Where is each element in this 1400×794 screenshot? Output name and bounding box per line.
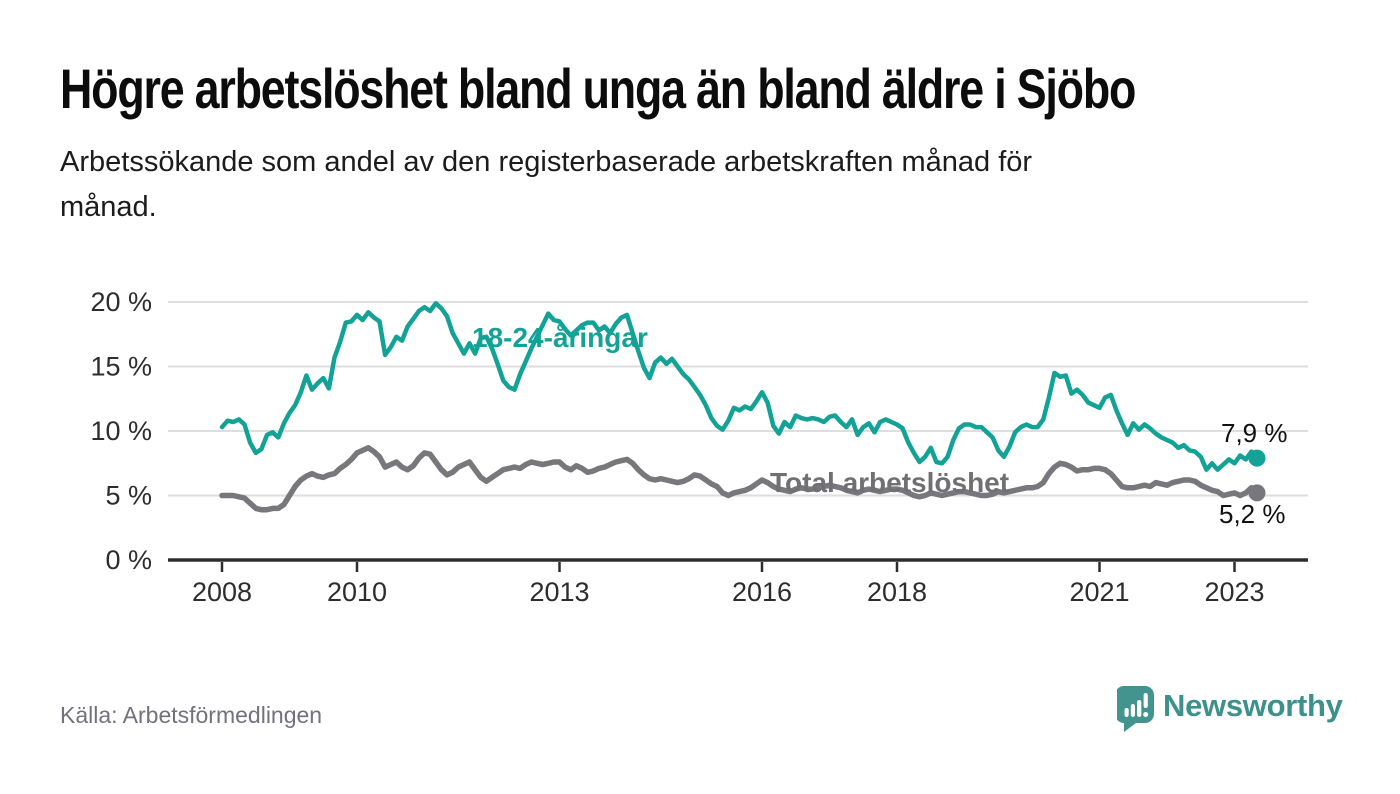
y-axis-tick-label: 5 % [105,481,152,511]
x-axis-tick-label: 2021 [1069,577,1129,607]
x-axis-tick-label: 2018 [867,577,927,607]
y-axis-tick-label: 0 % [105,545,152,575]
x-axis-tick-label: 2023 [1204,577,1264,607]
total-unemployment-line [219,445,1260,513]
youth-unemployment-line [219,301,1260,472]
y-axis-tick-label: 15 % [90,352,152,382]
y-axis-tick-label: 10 % [90,416,152,446]
total-end-dot [1248,484,1266,502]
chart-subtitle: Arbetssökande som andel av den registerb… [60,146,1033,223]
series-label-total: Total arbetslöshet [770,467,1010,498]
y-axis-tick-label: 20 % [90,287,152,317]
x-axis-tick-label: 2010 [327,577,387,607]
x-axis-tick-label: 2016 [732,577,792,607]
series-label-youth: 18-24-åringar [472,322,648,353]
newsworthy-logo: Newsworthy [1115,686,1343,737]
x-axis-tick-label: 2008 [192,577,252,607]
end-value-label-total: 5,2 % [1219,499,1286,529]
end-value-label-youth: 7,9 % [1221,418,1288,448]
bar-chart-speech-bubble-icon [1115,686,1154,737]
x-axis-tick-label: 2013 [529,577,589,607]
youth-end-dot [1248,449,1266,467]
page-title: Högre arbetslöshet bland unga än bland ä… [60,57,1136,120]
source-attribution: Källa: Arbetsförmedlingen [60,702,323,728]
newsworthy-logo-text: Newsworthy [1163,688,1343,723]
